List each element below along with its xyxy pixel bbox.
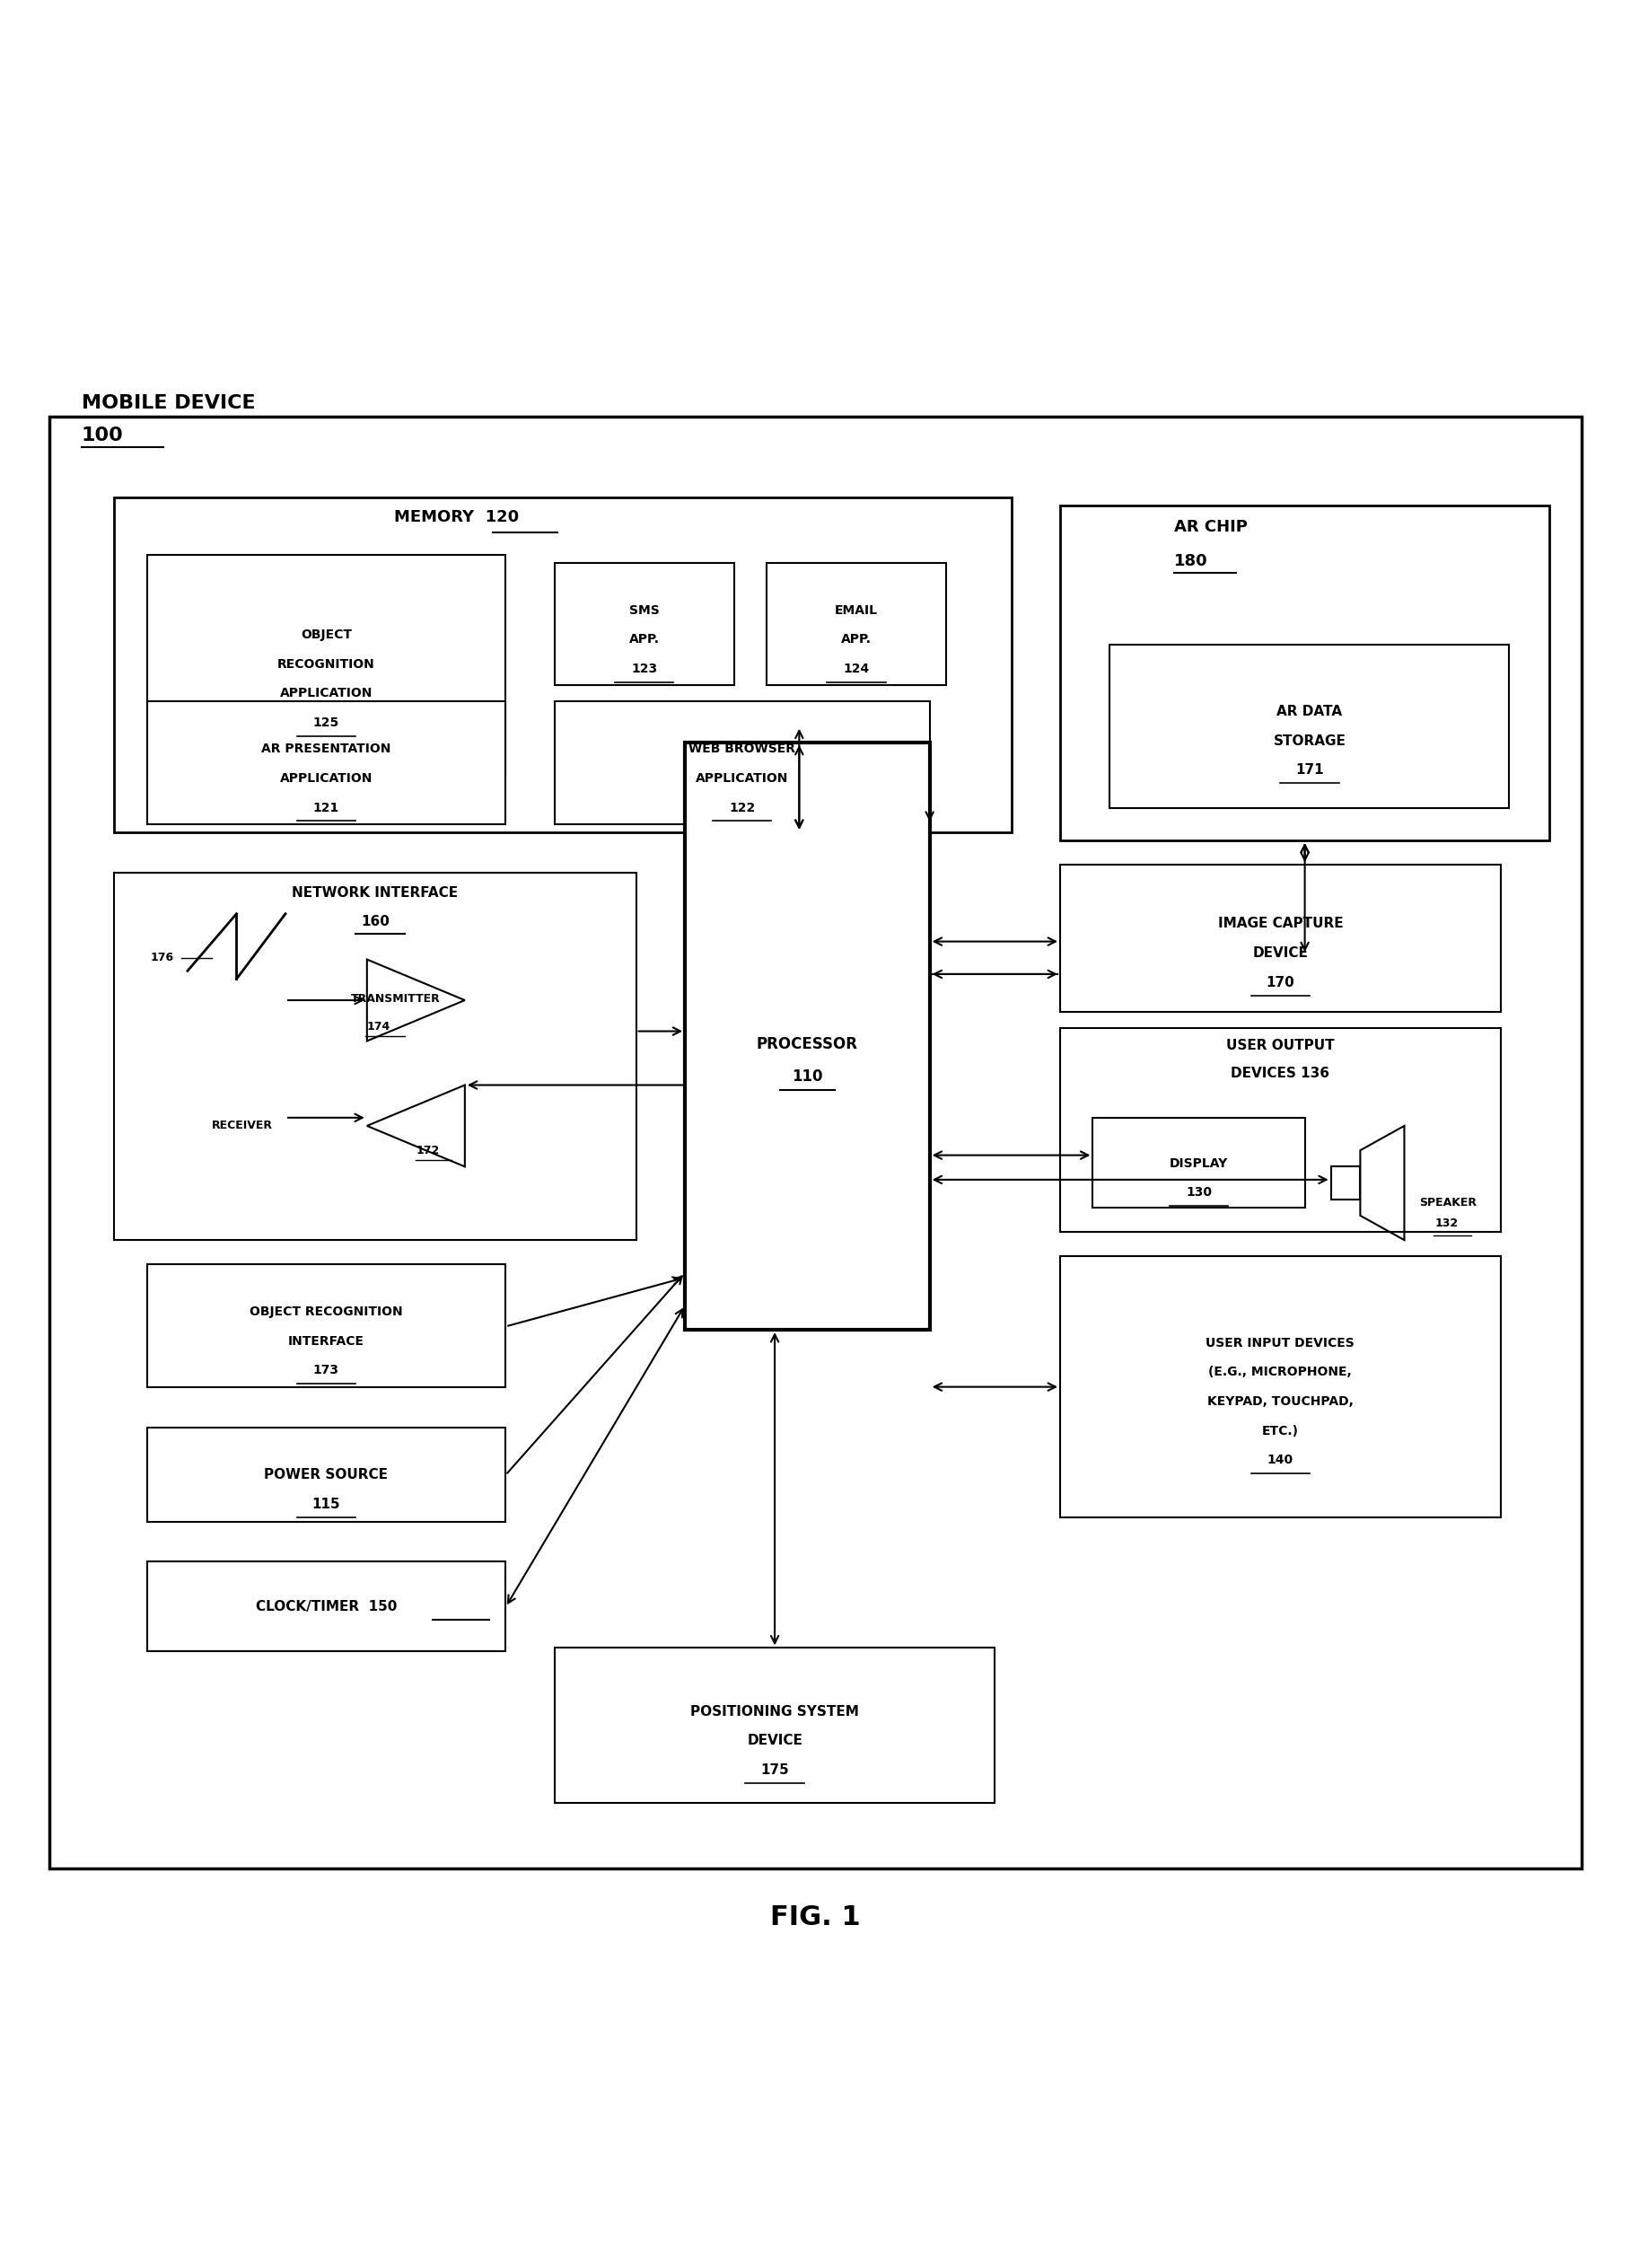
Text: CLOCK/TIMER  150: CLOCK/TIMER 150	[256, 1601, 396, 1615]
Text: TRANSMITTER: TRANSMITTER	[351, 993, 440, 1005]
FancyBboxPatch shape	[555, 1649, 995, 1803]
Text: 123: 123	[631, 662, 657, 676]
FancyBboxPatch shape	[114, 873, 636, 1241]
Text: APPLICATION: APPLICATION	[696, 771, 788, 785]
Text: 121: 121	[313, 801, 339, 814]
Text: 110: 110	[793, 1068, 822, 1084]
Text: APP.: APP.	[630, 633, 659, 646]
Text: FIG. 1: FIG. 1	[770, 1905, 861, 1930]
FancyBboxPatch shape	[1060, 1027, 1501, 1232]
Text: MEMORY  120: MEMORY 120	[395, 510, 519, 526]
Text: WEB BROWSER: WEB BROWSER	[688, 742, 796, 755]
Text: 125: 125	[313, 717, 339, 730]
FancyBboxPatch shape	[1331, 1166, 1360, 1200]
Text: APPLICATION: APPLICATION	[281, 771, 372, 785]
FancyBboxPatch shape	[114, 497, 1011, 832]
Text: APP.: APP.	[842, 633, 871, 646]
Text: 174: 174	[367, 1021, 390, 1032]
FancyBboxPatch shape	[1060, 1256, 1501, 1517]
FancyBboxPatch shape	[147, 1266, 506, 1386]
FancyBboxPatch shape	[147, 556, 506, 776]
Text: OBJECT RECOGNITION: OBJECT RECOGNITION	[250, 1306, 403, 1318]
Text: NETWORK INTERFACE: NETWORK INTERFACE	[292, 887, 458, 900]
FancyBboxPatch shape	[49, 415, 1582, 1869]
Text: DEVICE: DEVICE	[1253, 946, 1308, 959]
Text: SPEAKER: SPEAKER	[1419, 1198, 1476, 1209]
Text: POSITIONING SYSTEM: POSITIONING SYSTEM	[690, 1706, 860, 1719]
Text: 130: 130	[1186, 1186, 1212, 1200]
Text: DISPLAY: DISPLAY	[1169, 1157, 1228, 1170]
FancyBboxPatch shape	[767, 562, 946, 685]
Text: 180: 180	[1174, 553, 1209, 569]
FancyBboxPatch shape	[1109, 644, 1509, 807]
Text: 170: 170	[1266, 975, 1295, 989]
Text: RECEIVER: RECEIVER	[212, 1120, 272, 1132]
Text: DEVICE: DEVICE	[747, 1735, 802, 1749]
Text: ETC.): ETC.)	[1262, 1424, 1298, 1438]
FancyBboxPatch shape	[1060, 864, 1501, 1012]
Text: AR DATA: AR DATA	[1277, 705, 1342, 719]
Text: 132: 132	[1435, 1218, 1458, 1229]
Text: 100: 100	[82, 426, 124, 445]
Text: 172: 172	[416, 1145, 439, 1157]
Text: KEYPAD, TOUCHPAD,: KEYPAD, TOUCHPAD,	[1207, 1395, 1354, 1408]
Text: PROCESSOR: PROCESSOR	[757, 1036, 858, 1052]
Text: EMAIL: EMAIL	[835, 603, 877, 617]
Text: 176: 176	[150, 953, 173, 964]
Text: MOBILE DEVICE: MOBILE DEVICE	[82, 395, 256, 413]
FancyBboxPatch shape	[147, 1427, 506, 1522]
Text: POWER SOURCE: POWER SOURCE	[264, 1467, 388, 1481]
Text: INTERFACE: INTERFACE	[289, 1336, 364, 1347]
Text: USER INPUT DEVICES: USER INPUT DEVICES	[1205, 1336, 1355, 1349]
Text: 115: 115	[312, 1497, 341, 1510]
Text: 124: 124	[843, 662, 869, 676]
Text: APPLICATION: APPLICATION	[281, 687, 372, 701]
FancyBboxPatch shape	[1093, 1118, 1305, 1207]
Text: 160: 160	[360, 916, 390, 928]
FancyBboxPatch shape	[685, 742, 930, 1329]
Text: STORAGE: STORAGE	[1274, 735, 1346, 748]
Text: 122: 122	[729, 801, 755, 814]
FancyBboxPatch shape	[555, 701, 930, 823]
Text: SMS: SMS	[630, 603, 659, 617]
Text: RECOGNITION: RECOGNITION	[277, 658, 375, 671]
Text: DEVICES 136: DEVICES 136	[1231, 1066, 1329, 1080]
FancyBboxPatch shape	[1060, 506, 1549, 841]
Text: 171: 171	[1295, 764, 1324, 778]
Text: AR CHIP: AR CHIP	[1174, 519, 1248, 535]
Text: (E.G., MICROPHONE,: (E.G., MICROPHONE,	[1209, 1365, 1352, 1379]
Text: AR PRESENTATION: AR PRESENTATION	[261, 742, 391, 755]
Text: 173: 173	[313, 1365, 339, 1377]
FancyBboxPatch shape	[147, 701, 506, 823]
Text: USER OUTPUT: USER OUTPUT	[1227, 1039, 1334, 1052]
Text: OBJECT: OBJECT	[300, 628, 352, 642]
Text: 175: 175	[760, 1765, 789, 1778]
Text: 140: 140	[1267, 1454, 1293, 1467]
FancyBboxPatch shape	[147, 1560, 506, 1651]
Text: IMAGE CAPTURE: IMAGE CAPTURE	[1218, 916, 1342, 930]
FancyBboxPatch shape	[555, 562, 734, 685]
